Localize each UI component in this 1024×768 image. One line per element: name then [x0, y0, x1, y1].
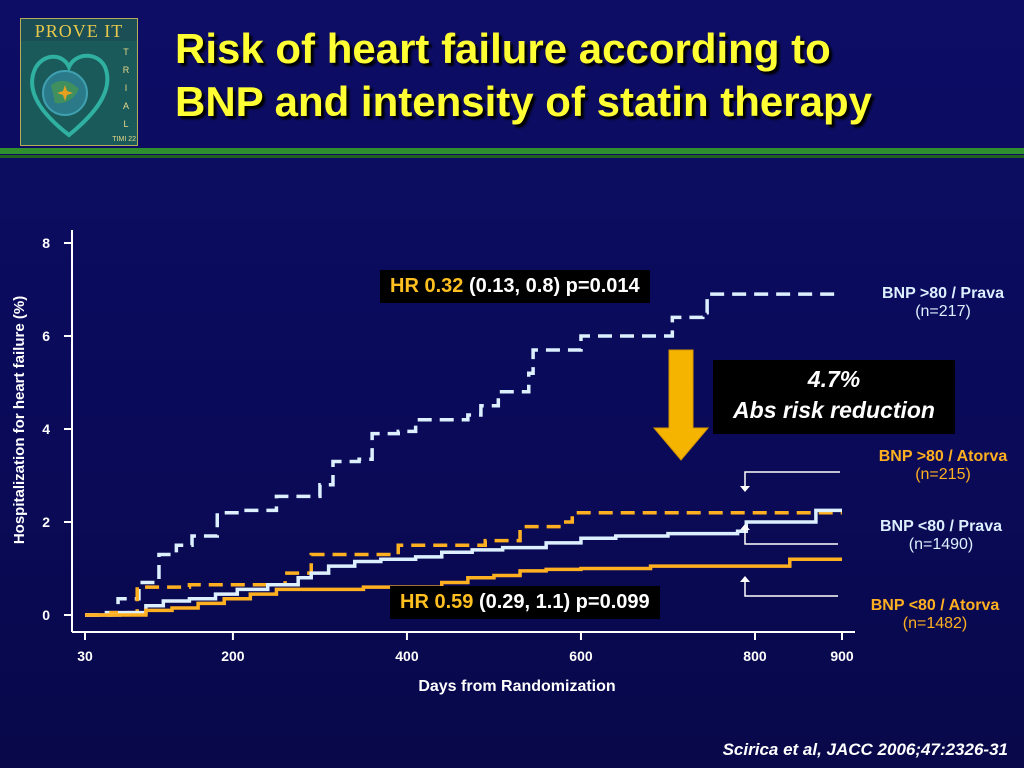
y-tick-label: 0: [42, 607, 50, 623]
series-line-2: [85, 508, 842, 617]
hr-top-ci: (0.13, 0.8) p=0.014: [468, 275, 640, 297]
legend-bnp-low-atorva: BNP <80 / Atorva (n=1482): [850, 597, 1020, 633]
hr-bottom-label: HR: [400, 591, 429, 613]
x-axis-label: Days from Randomization: [418, 678, 615, 695]
risk-reduction-value: 4.7%: [807, 366, 861, 392]
risk-reduction-label: Abs risk reduction: [733, 397, 935, 423]
logo-letter: I: [124, 83, 128, 93]
legend-n: (n=217): [915, 303, 971, 320]
title-divider-shadow: [0, 155, 1024, 158]
logo-letter: R: [122, 65, 130, 75]
pointer-line: [744, 471, 840, 486]
arrowhead-icon: [740, 524, 750, 530]
x-tick-label: 900: [830, 648, 854, 664]
down-arrow-icon: [652, 349, 710, 461]
logo-letter: L: [123, 119, 129, 129]
logo-letter: A: [122, 101, 129, 111]
slide-title: Risk of heart failure according to BNP a…: [175, 22, 1005, 128]
logo-band-text: PROVE IT: [21, 19, 137, 41]
series-line-1: [85, 510, 842, 617]
title-line-2: BNP and intensity of statin therapy: [175, 78, 872, 125]
legend-name: BNP <80 / Atorva: [870, 597, 1000, 614]
pointer-line: [744, 530, 838, 545]
legend-bnp-low-prava: BNP <80 / Prava (n=1490): [856, 518, 1024, 554]
hr-top-value: 0.32: [424, 275, 464, 297]
hr-bottom-ci: (0.29, 1.1) p=0.099: [478, 591, 650, 613]
x-tick-label: 30: [77, 648, 93, 664]
x-tick-label: 600: [569, 648, 593, 664]
heart-globe-icon: [30, 53, 110, 138]
legend-bnp-high-atorva: BNP >80 / Atorva (n=215): [858, 448, 1024, 484]
y-tick-label: 2: [42, 514, 50, 530]
legend-n: (n=1482): [902, 615, 968, 632]
y-tick-label: 8: [42, 235, 50, 251]
prove-it-trial-logo: PROVE IT T R I A L TIMI 22: [20, 18, 138, 146]
title-divider: [0, 148, 1024, 154]
series-line-0: [85, 292, 842, 617]
arrowhead-icon: [740, 486, 750, 492]
title-line-1: Risk of heart failure according to: [175, 25, 831, 72]
y-tick-label: 4: [42, 421, 50, 437]
x-tick-label: 200: [221, 648, 245, 664]
legend-n: (n=1490): [908, 536, 974, 553]
legend-name: BNP >80 / Prava: [881, 285, 1004, 302]
hr-top-box: HR 0.32 (0.13, 0.8) p=0.014: [380, 270, 650, 303]
pointer-line: [744, 582, 838, 597]
legend-name: BNP <80 / Prava: [879, 518, 1002, 535]
legend-name: BNP >80 / Atorva: [878, 448, 1008, 465]
risk-reduction-box: 4.7% Abs risk reduction: [713, 360, 955, 434]
y-axis-label: Hospitalization for heart failure (%): [11, 296, 28, 544]
hr-top-label: HR: [390, 275, 419, 297]
legend-n: (n=215): [915, 466, 971, 483]
arrowhead-icon: [740, 576, 750, 582]
logo-footer-text: TIMI 22: [112, 136, 136, 143]
citation: Scirica et al, JACC 2006;47:2326-31: [722, 740, 1008, 759]
logo-side-letters: T R I A L: [115, 43, 137, 143]
y-tick-label: 6: [42, 328, 50, 344]
hr-bottom-box: HR 0.59 (0.29, 1.1) p=0.099: [390, 586, 660, 619]
legend-bnp-high-prava: BNP >80 / Prava (n=217): [858, 285, 1024, 321]
x-tick-label: 800: [743, 648, 767, 664]
hr-bottom-value: 0.59: [434, 591, 474, 613]
x-tick-label: 400: [395, 648, 419, 664]
logo-letter: T: [123, 47, 129, 57]
